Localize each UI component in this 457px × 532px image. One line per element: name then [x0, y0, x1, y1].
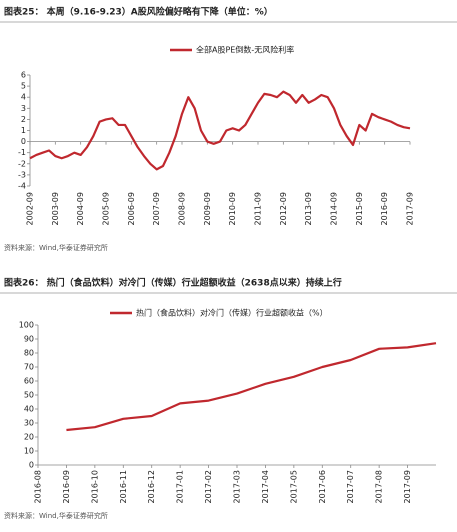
x-tick-label: 2008-09: [178, 192, 187, 225]
y-tick-label: -1: [18, 148, 26, 157]
x-tick-label: 2010-09: [228, 192, 237, 225]
data-line: [29, 90, 411, 171]
x-tick-label: 2016-10: [90, 470, 99, 503]
y-tick-label: 80: [24, 349, 34, 358]
source-note: 资料来源：Wind,华泰证券研究所: [4, 243, 108, 252]
x-tick-label: 2016-09: [62, 470, 71, 503]
figure-title: 图表26： 热门（食品饮料）对冷门（传媒）行业超额收益（2638点以来）持续上行: [4, 277, 342, 289]
x-tick-label: 2017-04: [261, 470, 270, 503]
x-tick-label: 2017-08: [375, 470, 384, 503]
y-tick-label: 100: [19, 321, 34, 330]
x-tick-label: 2007-09: [152, 192, 161, 225]
y-tick-label: 0: [21, 137, 26, 146]
x-tick-label: 2002-09: [26, 192, 35, 225]
y-tick-label: 3: [21, 104, 26, 113]
x-tick-label: 2014-09: [330, 192, 339, 225]
x-tick-label: 2017-03: [233, 470, 242, 503]
y-tick-label: 5: [21, 82, 26, 91]
x-tick-label: 2004-09: [76, 192, 85, 225]
y-tick-label: 10: [24, 447, 34, 456]
x-tick-label: 2016-09: [380, 192, 389, 225]
x-tick-label: 2017-06: [318, 470, 327, 503]
data-line: [66, 342, 437, 432]
y-tick-label: 1: [21, 126, 26, 135]
y-tick-label: 70: [24, 363, 34, 372]
x-tick-label: 2016-11: [119, 470, 128, 503]
source-note: 资料来源：Wind,华泰证券研究所: [4, 511, 108, 520]
y-tick-label: 90: [24, 335, 34, 344]
x-tick-label: 2003-09: [51, 192, 60, 225]
x-tick-label: 2017-02: [204, 470, 213, 503]
y-tick-label: 50: [24, 391, 34, 400]
x-tick-label: 2015-09: [355, 192, 364, 225]
y-tick-label: 2: [21, 115, 26, 124]
y-tick-label: 30: [24, 419, 34, 428]
figure-title: 图表25： 本周（9.16-9.23）A股风险偏好略有下降（单位：%）: [4, 6, 273, 18]
x-tick-label: 2016-12: [147, 470, 156, 503]
x-tick-label: 2017-01: [176, 470, 185, 503]
y-tick-label: 4: [21, 93, 26, 102]
x-tick-label: 2012-09: [279, 192, 288, 225]
x-tick-label: 2017-09: [406, 192, 415, 225]
y-tick-label: -4: [18, 182, 26, 191]
x-tick-label: 2006-09: [127, 192, 136, 225]
x-tick-label: 2017-05: [289, 470, 298, 503]
y-tick-label: 40: [24, 405, 34, 414]
x-tick-label: 2017-07: [346, 470, 355, 503]
y-tick-label: -3: [18, 170, 26, 179]
x-tick-label: 2017-09: [403, 470, 412, 503]
x-tick-label: 2011-09: [254, 192, 263, 225]
y-tick-label: 0: [29, 461, 34, 470]
x-tick-label: 2016-08: [34, 470, 43, 503]
y-tick-label: 6: [21, 71, 26, 80]
x-tick-label: 2013-09: [304, 192, 313, 225]
y-tick-label: 20: [24, 433, 34, 442]
x-tick-label: 2005-09: [102, 192, 111, 225]
y-tick-label: -2: [18, 159, 26, 168]
legend-label: 热门（食品饮料）对冷门（传媒）行业超额收益（%）: [136, 308, 328, 318]
y-tick-label: 60: [24, 377, 34, 386]
legend-label: 全部A股PE倒数-无风险利率: [196, 45, 294, 55]
x-tick-label: 2009-09: [203, 192, 212, 225]
